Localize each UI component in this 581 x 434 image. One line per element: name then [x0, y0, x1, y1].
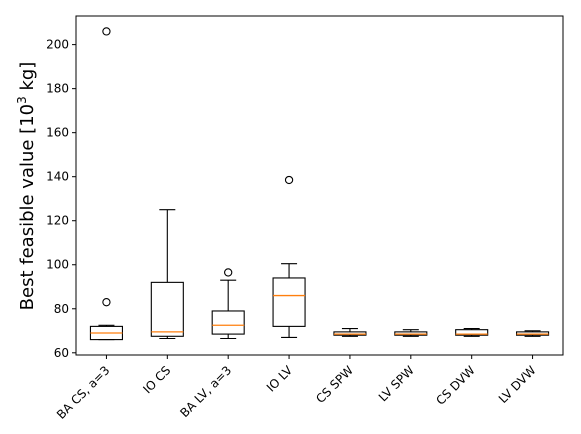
x-tick-label: BA LV, a=3: [177, 363, 234, 420]
x-tick-label: LV DVW: [496, 363, 539, 406]
y-tick-label: 100: [46, 258, 69, 272]
plot-area: [75, 15, 564, 356]
box-group: [516, 330, 550, 337]
y-axis: 60 80 100 120 140 160 180 200: [46, 38, 76, 360]
box-group: [89, 27, 123, 341]
y-tick-label: 140: [46, 170, 69, 184]
y-tick-label: 120: [46, 214, 69, 228]
box-group: [455, 328, 489, 337]
x-tick-label: BA CS, a=3: [54, 363, 113, 422]
x-tick-label: CS SPW: [313, 363, 356, 406]
x-tick-label: IO CS: [140, 363, 173, 396]
y-axis-label-prefix: Best feasible value [10: [17, 104, 38, 310]
y-axis-label-suffix: kg]: [17, 62, 38, 97]
box-group: [211, 268, 245, 340]
outlier-point: [102, 298, 111, 307]
y-tick-label: 80: [54, 302, 69, 316]
box-series: [89, 27, 550, 341]
y-tick-label: 60: [54, 346, 69, 360]
y-tick-label: 180: [46, 82, 69, 96]
box-group: [150, 209, 184, 340]
box-iqr: [150, 281, 184, 337]
box-group: [394, 329, 428, 337]
box-group: [272, 175, 306, 338]
y-axis-label: Best feasible value [103 kg]: [15, 62, 38, 311]
y-tick-label: 160: [46, 126, 69, 140]
y-tick-label: 200: [46, 38, 69, 52]
box-iqr: [211, 310, 245, 335]
outlier-point: [284, 175, 294, 185]
box-iqr: [455, 329, 489, 336]
x-tick-label: IO LV: [264, 363, 296, 395]
x-tick-label: CS DVW: [433, 363, 478, 408]
x-axis: BA CS, a=3 IO CS BA LV, a=3 IO LV CS SPW LV S…: [54, 355, 539, 422]
box-iqr: [272, 277, 306, 327]
y-axis-label-superscript: 3: [15, 96, 29, 104]
outlier-point: [224, 268, 233, 277]
x-tick-label: LV SPW: [376, 363, 417, 404]
box-group: [333, 328, 367, 337]
outlier-point: [102, 27, 111, 36]
